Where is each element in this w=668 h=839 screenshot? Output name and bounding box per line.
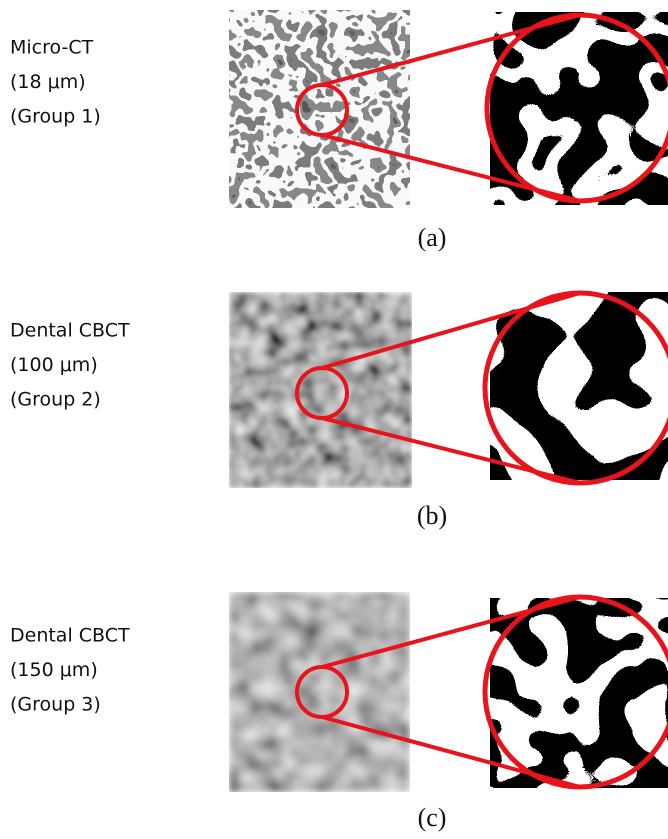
row-label: (Group 1) (10, 106, 101, 128)
scan-image (229, 292, 412, 488)
row-label: (18 μm) (10, 71, 86, 93)
figure: Micro-CT (18 μm) (Group 1) (a) Dental CBCT (1… (0, 0, 668, 839)
row-label: (100 μm) (10, 354, 98, 376)
row-label: (Group 3) (10, 694, 101, 716)
panel-caption: (a) (418, 223, 447, 252)
page: Micro-CT (18 μm) (Group 1) (a) Dental CBCT (1… (0, 0, 668, 839)
row-label: (Group 2) (10, 389, 101, 411)
scan-image (229, 592, 410, 792)
panel-caption: (c) (418, 803, 447, 832)
row-label: Micro-CT (10, 37, 94, 59)
row-label: Dental CBCT (10, 320, 130, 342)
panel-caption: (b) (417, 501, 447, 530)
row-label: Dental CBCT (10, 625, 130, 647)
row-label: (150 μm) (10, 659, 98, 681)
scan-image (229, 10, 410, 208)
